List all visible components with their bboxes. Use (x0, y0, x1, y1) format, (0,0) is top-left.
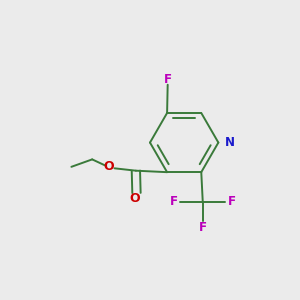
Text: F: F (170, 195, 178, 208)
Text: F: F (199, 221, 207, 234)
Text: F: F (228, 195, 236, 208)
Text: N: N (225, 136, 235, 149)
Text: F: F (164, 73, 172, 86)
Text: O: O (104, 160, 114, 173)
Text: O: O (130, 192, 140, 206)
